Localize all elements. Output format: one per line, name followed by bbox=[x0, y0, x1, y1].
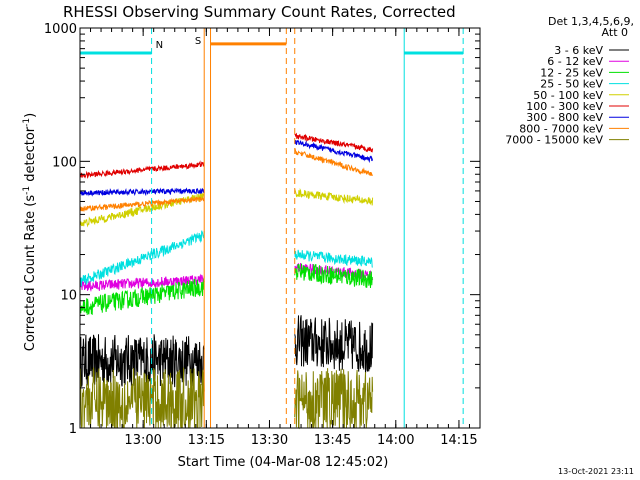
legend-label-9: 7000 - 15000 keV bbox=[505, 134, 603, 147]
legend-label-2: 6 - 12 keV bbox=[547, 55, 603, 68]
legend-label-8: 800 - 7000 keV bbox=[519, 122, 603, 135]
legend-header-attenuator: Att 0 bbox=[602, 26, 628, 39]
series-line-6-part-2 bbox=[294, 132, 374, 153]
plot-series bbox=[79, 132, 374, 430]
chart-title: RHESSI Observing Summary Count Rates, Co… bbox=[63, 3, 456, 21]
saa-marker-label: S bbox=[195, 36, 201, 47]
series-line-5-part-1 bbox=[79, 191, 205, 228]
y-axis-label: Corrected Count Rate (s-1 detector-1) bbox=[22, 113, 38, 351]
series-line-3-part-2 bbox=[294, 263, 374, 289]
series-line-8-part-2 bbox=[294, 147, 374, 176]
y-tick-label-4: 1000 bbox=[44, 22, 77, 37]
x-tick-label-3: 13:30 bbox=[251, 433, 288, 448]
legend-label-1: 3 - 6 keV bbox=[554, 44, 603, 57]
timestamp: 13-Oct-2021 23:11 bbox=[558, 467, 634, 476]
x-axis-label: Start Time (04-Mar-08 12:45:02) bbox=[178, 455, 389, 470]
series-line-9-part-2 bbox=[294, 368, 374, 430]
legend-label-5: 50 - 100 keV bbox=[533, 89, 603, 102]
series-line-1-part-2 bbox=[294, 315, 374, 374]
x-tick-label-6: 14:15 bbox=[440, 433, 477, 448]
series-line-4-part-1 bbox=[79, 230, 205, 287]
x-tick-label-2: 13:15 bbox=[188, 433, 225, 448]
legend-label-6: 100 - 300 keV bbox=[526, 100, 603, 113]
series-line-2-part-1 bbox=[79, 273, 205, 292]
series-line-5-part-2 bbox=[294, 187, 374, 206]
series-line-6-part-1 bbox=[79, 160, 205, 179]
legend-label-3: 12 - 25 keV bbox=[540, 66, 603, 79]
series-line-7-part-1 bbox=[79, 187, 205, 197]
x-tick-label-5: 14:00 bbox=[377, 433, 414, 448]
x-tick-label-4: 13:45 bbox=[314, 433, 351, 448]
series-line-3-part-1 bbox=[79, 278, 205, 315]
night-marker-label: N bbox=[156, 40, 163, 51]
y-tick-label-1: 1 bbox=[69, 422, 77, 437]
series-line-7-part-2 bbox=[294, 140, 374, 164]
series-line-9-part-1 bbox=[79, 367, 205, 429]
y-axis: 1 10 100 1000 bbox=[44, 22, 480, 437]
series-line-8-part-1 bbox=[79, 196, 205, 213]
legend-label-4: 25 - 50 keV bbox=[540, 78, 603, 91]
y-tick-label-2: 10 bbox=[60, 289, 77, 304]
x-axis: 13:00 13:15 13:30 13:45 14:00 14:15 bbox=[79, 28, 481, 448]
legend-label-7: 300 - 800 keV bbox=[526, 111, 603, 124]
y-tick-label-3: 100 bbox=[52, 155, 77, 170]
x-tick-label-1: 13:00 bbox=[124, 433, 161, 448]
legend-header-detectors: Det 1,3,4,5,6,9, bbox=[548, 15, 634, 28]
series-line-4-part-2 bbox=[294, 249, 373, 268]
